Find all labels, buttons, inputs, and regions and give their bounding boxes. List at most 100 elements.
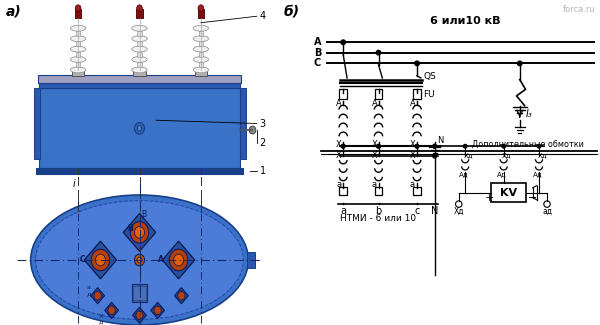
Text: X: X — [371, 140, 377, 150]
Polygon shape — [84, 241, 116, 279]
Text: A: A — [158, 255, 164, 265]
Text: 1: 1 — [259, 166, 266, 176]
Text: X: X — [336, 140, 342, 150]
Bar — [76, 52, 80, 57]
Circle shape — [463, 144, 467, 148]
Ellipse shape — [70, 36, 86, 42]
Text: Aд: Aд — [497, 171, 507, 176]
Text: Aд: Aд — [459, 171, 468, 176]
Bar — [137, 41, 142, 46]
Text: N: N — [437, 136, 443, 145]
Bar — [36, 168, 243, 174]
Circle shape — [433, 144, 437, 148]
Text: −: − — [528, 193, 537, 202]
Polygon shape — [104, 302, 119, 318]
Bar — [76, 62, 80, 67]
Text: A: A — [336, 99, 342, 108]
Text: a: a — [410, 180, 415, 189]
Circle shape — [173, 254, 184, 266]
Ellipse shape — [70, 46, 86, 52]
Text: B: B — [127, 224, 133, 233]
Text: a: a — [336, 180, 341, 189]
Text: б): б) — [284, 5, 300, 19]
Bar — [39, 82, 240, 88]
Circle shape — [249, 126, 256, 134]
Circle shape — [341, 144, 345, 148]
Bar — [197, 9, 204, 18]
Polygon shape — [91, 288, 104, 304]
Bar — [340, 89, 347, 99]
Ellipse shape — [193, 25, 209, 31]
Bar — [136, 9, 143, 18]
Circle shape — [544, 201, 550, 207]
Text: A: A — [314, 37, 321, 47]
Circle shape — [76, 5, 81, 11]
Text: 6 или10 кВ: 6 или10 кВ — [430, 16, 500, 26]
Text: X: X — [336, 151, 342, 160]
Circle shape — [377, 144, 380, 148]
Circle shape — [169, 249, 188, 271]
Ellipse shape — [132, 36, 147, 42]
Circle shape — [455, 201, 462, 207]
Bar — [34, 88, 40, 159]
Circle shape — [502, 144, 505, 148]
Ellipse shape — [193, 67, 209, 73]
Circle shape — [91, 249, 110, 271]
Bar — [133, 70, 146, 76]
Text: а): а) — [5, 5, 22, 19]
Bar — [240, 88, 245, 159]
Text: X: X — [410, 151, 416, 160]
Circle shape — [136, 311, 143, 319]
Circle shape — [415, 144, 419, 148]
Ellipse shape — [132, 46, 147, 52]
Bar — [195, 70, 207, 76]
Text: a: a — [340, 206, 346, 216]
Text: Xд: Xд — [538, 152, 547, 158]
Text: Xд: Xд — [454, 207, 464, 216]
Text: 3: 3 — [259, 119, 266, 128]
Bar — [340, 187, 347, 195]
Text: FU: FU — [423, 90, 434, 99]
Polygon shape — [175, 288, 188, 304]
Circle shape — [137, 126, 142, 131]
Bar — [199, 52, 203, 57]
Bar — [199, 41, 203, 46]
Bar — [247, 252, 255, 268]
Text: forca.ru: forca.ru — [562, 5, 595, 14]
Circle shape — [198, 5, 203, 11]
Bar — [491, 183, 526, 202]
Text: A: A — [410, 99, 416, 108]
Ellipse shape — [70, 25, 86, 31]
Text: C: C — [80, 255, 86, 265]
Ellipse shape — [70, 57, 86, 62]
Polygon shape — [163, 241, 195, 279]
Ellipse shape — [193, 57, 209, 62]
Bar — [413, 187, 421, 195]
Ellipse shape — [31, 195, 248, 325]
Text: a
д: a д — [86, 285, 91, 296]
Circle shape — [154, 306, 161, 315]
Bar — [38, 75, 241, 83]
Text: KV: KV — [500, 188, 517, 198]
Text: B: B — [142, 210, 147, 219]
Circle shape — [376, 50, 381, 55]
Bar — [137, 62, 142, 67]
Text: B: B — [314, 48, 321, 58]
Circle shape — [137, 257, 142, 263]
Bar — [76, 41, 80, 46]
Circle shape — [537, 144, 541, 148]
Text: Дополнительные обмотки: Дополнительные обмотки — [472, 139, 583, 148]
Bar — [75, 9, 82, 18]
Bar — [199, 31, 203, 36]
Text: X: X — [410, 140, 416, 150]
Bar — [374, 89, 382, 99]
Circle shape — [94, 292, 101, 300]
Polygon shape — [133, 307, 146, 323]
Text: Xд: Xд — [502, 152, 512, 158]
Text: aд: aд — [542, 207, 552, 216]
Circle shape — [130, 222, 149, 243]
Polygon shape — [124, 214, 155, 251]
Bar — [199, 62, 203, 67]
Circle shape — [134, 227, 145, 238]
Text: 4: 4 — [259, 11, 266, 21]
